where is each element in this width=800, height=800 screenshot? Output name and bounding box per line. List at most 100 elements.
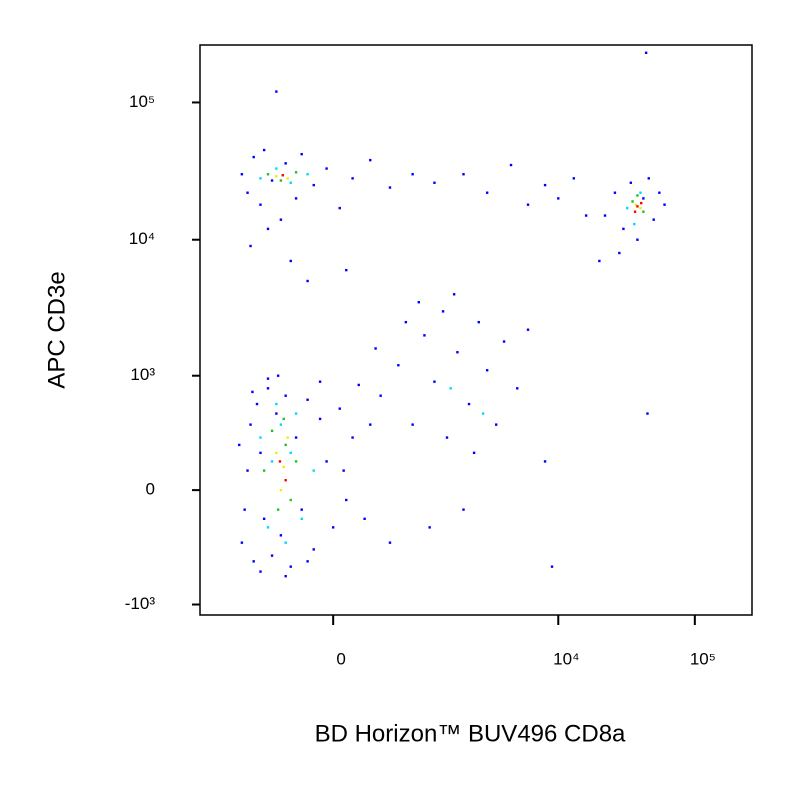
data-point — [325, 167, 328, 170]
data-point — [388, 541, 392, 544]
data-point — [618, 251, 621, 255]
x-tick-label: 0 — [336, 649, 345, 668]
data-point — [275, 402, 278, 406]
data-point — [647, 177, 650, 180]
data-point — [289, 498, 292, 502]
y-tick-label: 10⁴ — [129, 229, 155, 248]
data-point — [404, 320, 408, 324]
data-point — [275, 167, 278, 170]
data-point — [388, 186, 392, 189]
data-point — [543, 460, 547, 463]
data-point — [312, 469, 315, 472]
data-point — [634, 203, 638, 206]
data-point — [294, 460, 298, 463]
data-point — [279, 423, 283, 426]
data-point — [294, 197, 298, 200]
y-axis-label: APC CD3e — [43, 271, 70, 388]
data-point — [300, 508, 303, 511]
data-point — [259, 203, 262, 206]
y-tick-label: 0 — [146, 480, 155, 499]
data-point — [251, 390, 254, 394]
data-point — [275, 90, 278, 93]
data-point — [252, 155, 255, 159]
data-point — [289, 181, 292, 184]
data-point — [449, 387, 452, 390]
data-point — [417, 301, 421, 304]
data-point — [300, 152, 303, 156]
data-point — [266, 377, 270, 380]
data-point — [270, 554, 274, 557]
data-point — [243, 508, 246, 511]
data-point — [262, 148, 266, 152]
data-point — [516, 387, 519, 390]
data-point — [284, 574, 287, 578]
data-point — [284, 394, 287, 397]
data-point — [275, 412, 278, 415]
data-point — [557, 197, 560, 200]
y-tick-label: -10³ — [125, 594, 156, 613]
data-point — [266, 227, 270, 231]
data-point — [526, 203, 530, 206]
data-point — [262, 517, 266, 521]
data-point — [633, 222, 636, 226]
data-point — [240, 173, 244, 176]
data-point — [622, 227, 625, 231]
data-point — [363, 517, 366, 521]
data-point — [246, 191, 249, 194]
data-point — [284, 443, 287, 447]
data-point — [252, 560, 255, 563]
data-point — [282, 465, 285, 469]
data-point — [642, 210, 645, 213]
data-point — [284, 162, 287, 165]
data-point — [626, 206, 629, 210]
x-axis-label: BD Horizon™ BUV496 CD8a — [315, 720, 626, 747]
data-point — [294, 436, 298, 439]
data-point — [428, 526, 431, 529]
data-point — [397, 364, 400, 367]
data-point — [374, 347, 377, 350]
data-point — [509, 163, 513, 167]
data-point — [636, 205, 639, 208]
data-point — [644, 51, 648, 54]
data-point — [639, 191, 642, 194]
data-point — [462, 508, 465, 511]
data-point — [286, 436, 289, 439]
data-point — [249, 244, 252, 248]
data-point — [270, 460, 274, 463]
y-tick-label: 10³ — [130, 365, 155, 384]
data-point — [306, 560, 309, 563]
data-point — [270, 179, 274, 182]
data-point — [259, 570, 262, 573]
data-point — [598, 259, 601, 263]
data-point — [452, 293, 456, 296]
data-point — [312, 183, 315, 187]
data-point — [584, 214, 588, 217]
data-point — [345, 498, 348, 502]
data-point — [276, 374, 280, 377]
data-point — [266, 173, 270, 176]
data-point — [423, 334, 426, 337]
data-point — [282, 417, 285, 421]
data-point — [279, 488, 283, 492]
data-point — [279, 534, 283, 537]
data-point — [255, 402, 259, 406]
data-point — [481, 412, 485, 415]
data-point — [642, 197, 645, 200]
data-point — [351, 177, 354, 180]
data-point — [629, 181, 633, 184]
data-point — [351, 436, 354, 439]
data-point — [357, 383, 360, 387]
data-point — [246, 469, 249, 472]
data-point — [495, 423, 498, 426]
data-point — [279, 218, 283, 221]
data-point — [342, 469, 345, 472]
data-point — [259, 451, 262, 455]
data-point — [658, 191, 661, 194]
data-point — [325, 460, 328, 463]
data-point — [306, 173, 309, 176]
x-tick-label: 10⁴ — [553, 649, 579, 668]
data-point — [270, 429, 274, 433]
data-point — [485, 369, 489, 372]
data-point — [286, 177, 289, 180]
